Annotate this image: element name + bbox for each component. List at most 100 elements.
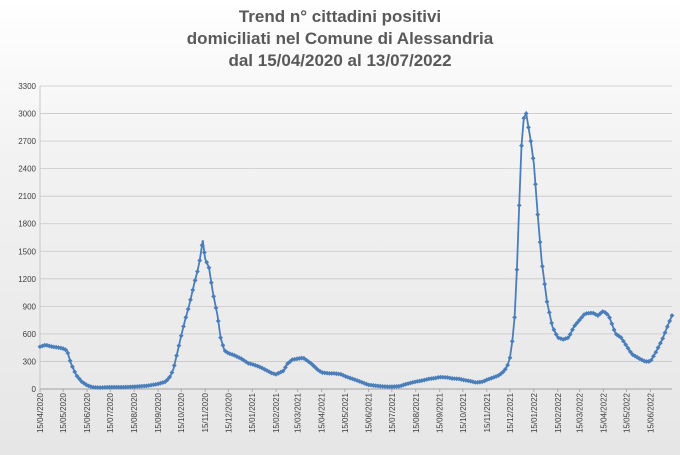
data-point-marker xyxy=(579,314,585,320)
x-tick-label: 15/09/2020 xyxy=(154,392,163,433)
y-tick-label: 900 xyxy=(23,302,37,311)
x-tick-label: 15/04/2021 xyxy=(318,392,327,433)
data-point-marker xyxy=(607,315,612,320)
data-point-marker xyxy=(306,359,311,365)
data-point-marker xyxy=(178,333,184,339)
data-point-marker xyxy=(563,336,568,342)
x-axis-tick-labels: 15/04/2020 15/05/2020 15/06/2020 15/07/2020… xyxy=(36,392,655,433)
data-point-marker xyxy=(526,124,531,130)
data-point-marker xyxy=(653,349,659,355)
data-point-marker xyxy=(505,362,511,368)
data-point-marker xyxy=(208,280,214,286)
data-point-marker xyxy=(583,311,589,316)
data-point-marker xyxy=(655,345,661,351)
data-point-marker xyxy=(542,281,548,287)
x-tick-label: 15/12/2021 xyxy=(506,392,515,433)
data-point-marker xyxy=(171,363,177,368)
data-point-marker xyxy=(282,365,288,370)
x-tick-label: 15/11/2021 xyxy=(483,392,492,432)
y-tick-label: 600 xyxy=(23,330,37,339)
data-point-marker xyxy=(174,353,179,358)
data-point-marker xyxy=(79,379,85,385)
data-point-marker xyxy=(570,327,575,333)
x-tick-label: 15/08/2021 xyxy=(412,392,421,433)
data-point-marker xyxy=(502,366,508,372)
data-point-marker xyxy=(539,263,545,269)
x-tick-label: 15/01/2021 xyxy=(248,392,257,433)
data-point-marker xyxy=(213,305,219,311)
data-point-marker xyxy=(169,370,175,375)
x-tick-label: 15/05/2021 xyxy=(341,392,350,433)
data-point-marker xyxy=(602,309,608,315)
data-point-marker xyxy=(190,287,196,293)
data-point-marker xyxy=(204,259,210,265)
data-point-marker xyxy=(611,327,617,333)
data-point-marker xyxy=(188,297,193,303)
data-point-marker xyxy=(435,375,441,380)
x-tick-label: 15/11/2020 xyxy=(201,392,210,432)
data-point-marker xyxy=(500,369,506,375)
data-point-marker xyxy=(658,340,663,346)
y-tick-label: 2400 xyxy=(18,165,36,174)
data-point-marker xyxy=(509,338,515,344)
data-point-marker xyxy=(199,242,205,248)
data-point-marker xyxy=(70,364,75,370)
x-tick-label: 15/12/2020 xyxy=(224,392,233,433)
x-tick-label: 15/10/2021 xyxy=(459,392,468,433)
data-point-marker xyxy=(627,349,633,355)
data-point-marker xyxy=(551,327,557,333)
data-point-marker xyxy=(176,343,182,349)
data-point-marker xyxy=(544,299,550,305)
data-point-marker xyxy=(565,335,571,341)
x-tick-label: 15/03/2021 xyxy=(294,392,303,433)
data-point-marker xyxy=(287,359,293,364)
data-point-marker xyxy=(63,347,68,353)
x-tick-label: 15/08/2020 xyxy=(130,392,139,433)
data-point-marker xyxy=(648,357,654,363)
chart-title-line-2: domiciliati nel Comune di Alessandria xyxy=(186,29,494,48)
data-point-marker xyxy=(507,355,513,361)
data-point-marker xyxy=(76,376,82,382)
x-tick-label: 15/03/2022 xyxy=(575,392,584,433)
y-tick-label: 1800 xyxy=(18,220,36,229)
data-point-marker xyxy=(313,365,318,370)
data-point-marker xyxy=(192,278,198,283)
data-point-marker xyxy=(72,369,78,375)
chart-title-line-3: dal 15/04/2020 al 13/07/2022 xyxy=(228,51,452,70)
data-point-marker xyxy=(153,381,159,387)
data-point-marker xyxy=(167,374,173,380)
data-point-marker xyxy=(377,383,383,389)
y-tick-label: 0 xyxy=(32,385,37,394)
data-point-marker xyxy=(102,384,108,390)
data-point-marker xyxy=(516,202,522,208)
data-point-marker xyxy=(303,357,309,363)
data-point-marker xyxy=(576,317,582,323)
data-point-marker xyxy=(137,383,142,389)
data-point-marker xyxy=(181,323,186,329)
axes xyxy=(39,86,672,392)
data-point-marker xyxy=(669,313,675,318)
data-point-marker xyxy=(484,377,490,383)
data-point-marker xyxy=(104,384,110,390)
data-point-marker xyxy=(419,378,425,383)
data-point-marker xyxy=(662,330,668,335)
x-tick-label: 15/06/2020 xyxy=(83,392,92,433)
data-point-marker xyxy=(447,375,453,381)
data-point-marker xyxy=(278,369,284,375)
y-tick-label: 2100 xyxy=(18,192,36,201)
x-tick-label: 15/07/2020 xyxy=(106,392,115,433)
data-point-marker xyxy=(359,379,365,385)
data-point-marker xyxy=(164,377,170,383)
data-point-marker xyxy=(521,115,527,121)
data-point-marker xyxy=(74,373,80,379)
x-tick-label: 15/02/2022 xyxy=(554,392,563,433)
data-point-marker xyxy=(482,378,487,384)
data-point-marker xyxy=(211,294,217,299)
data-point-marker xyxy=(546,309,552,315)
x-tick-label: 15/07/2021 xyxy=(388,392,397,433)
data-point-marker xyxy=(162,379,168,385)
data-point-marker xyxy=(618,335,624,340)
data-point-marker xyxy=(620,338,626,344)
x-tick-label: 15/06/2021 xyxy=(365,392,374,433)
data-point-marker xyxy=(185,306,191,312)
